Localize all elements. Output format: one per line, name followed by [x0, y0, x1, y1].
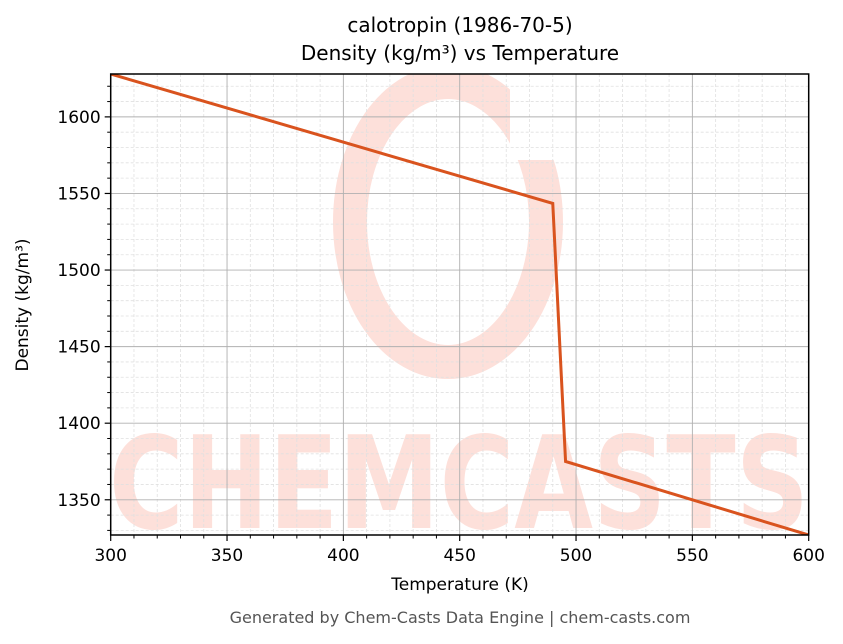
- chart-title-line1: calotropin (1986-70-5): [347, 13, 573, 37]
- x-tick-label: 450: [443, 546, 475, 566]
- grid: 300 350 400 450 500 550 600 1350 1400 1450 1500 155…: [57, 74, 825, 566]
- y-tick-label: 1500: [57, 261, 100, 281]
- watermark-logo-gap: [510, 80, 590, 160]
- x-tick-label: 600: [792, 546, 824, 566]
- density-line: [110, 74, 809, 535]
- y-tick-label: 1600: [57, 108, 100, 128]
- x-tick-label: 350: [211, 546, 243, 566]
- plot-frame: [109, 73, 810, 536]
- footer-credit: Generated by Chem-Casts Data Engine | ch…: [229, 608, 691, 627]
- x-tick-label: 500: [560, 546, 592, 566]
- x-axis-label: Temperature (K): [391, 575, 529, 595]
- y-tick-label: 1400: [57, 414, 100, 434]
- x-tick-label: 400: [327, 546, 359, 566]
- y-tick-label: 1450: [57, 338, 100, 358]
- watermark: CHEMCASTS: [109, 74, 809, 559]
- x-tick-label: 300: [94, 546, 126, 566]
- watermark-text: CHEMCASTS: [109, 410, 809, 559]
- x-tick-label: 550: [676, 546, 708, 566]
- y-axis-label: Density (kg/m³): [13, 238, 33, 372]
- y-tick-label: 1350: [57, 491, 100, 511]
- chart-title-line2: Density (kg/m³) vs Temperature: [300, 41, 620, 65]
- y-tick-label: 1550: [57, 184, 100, 204]
